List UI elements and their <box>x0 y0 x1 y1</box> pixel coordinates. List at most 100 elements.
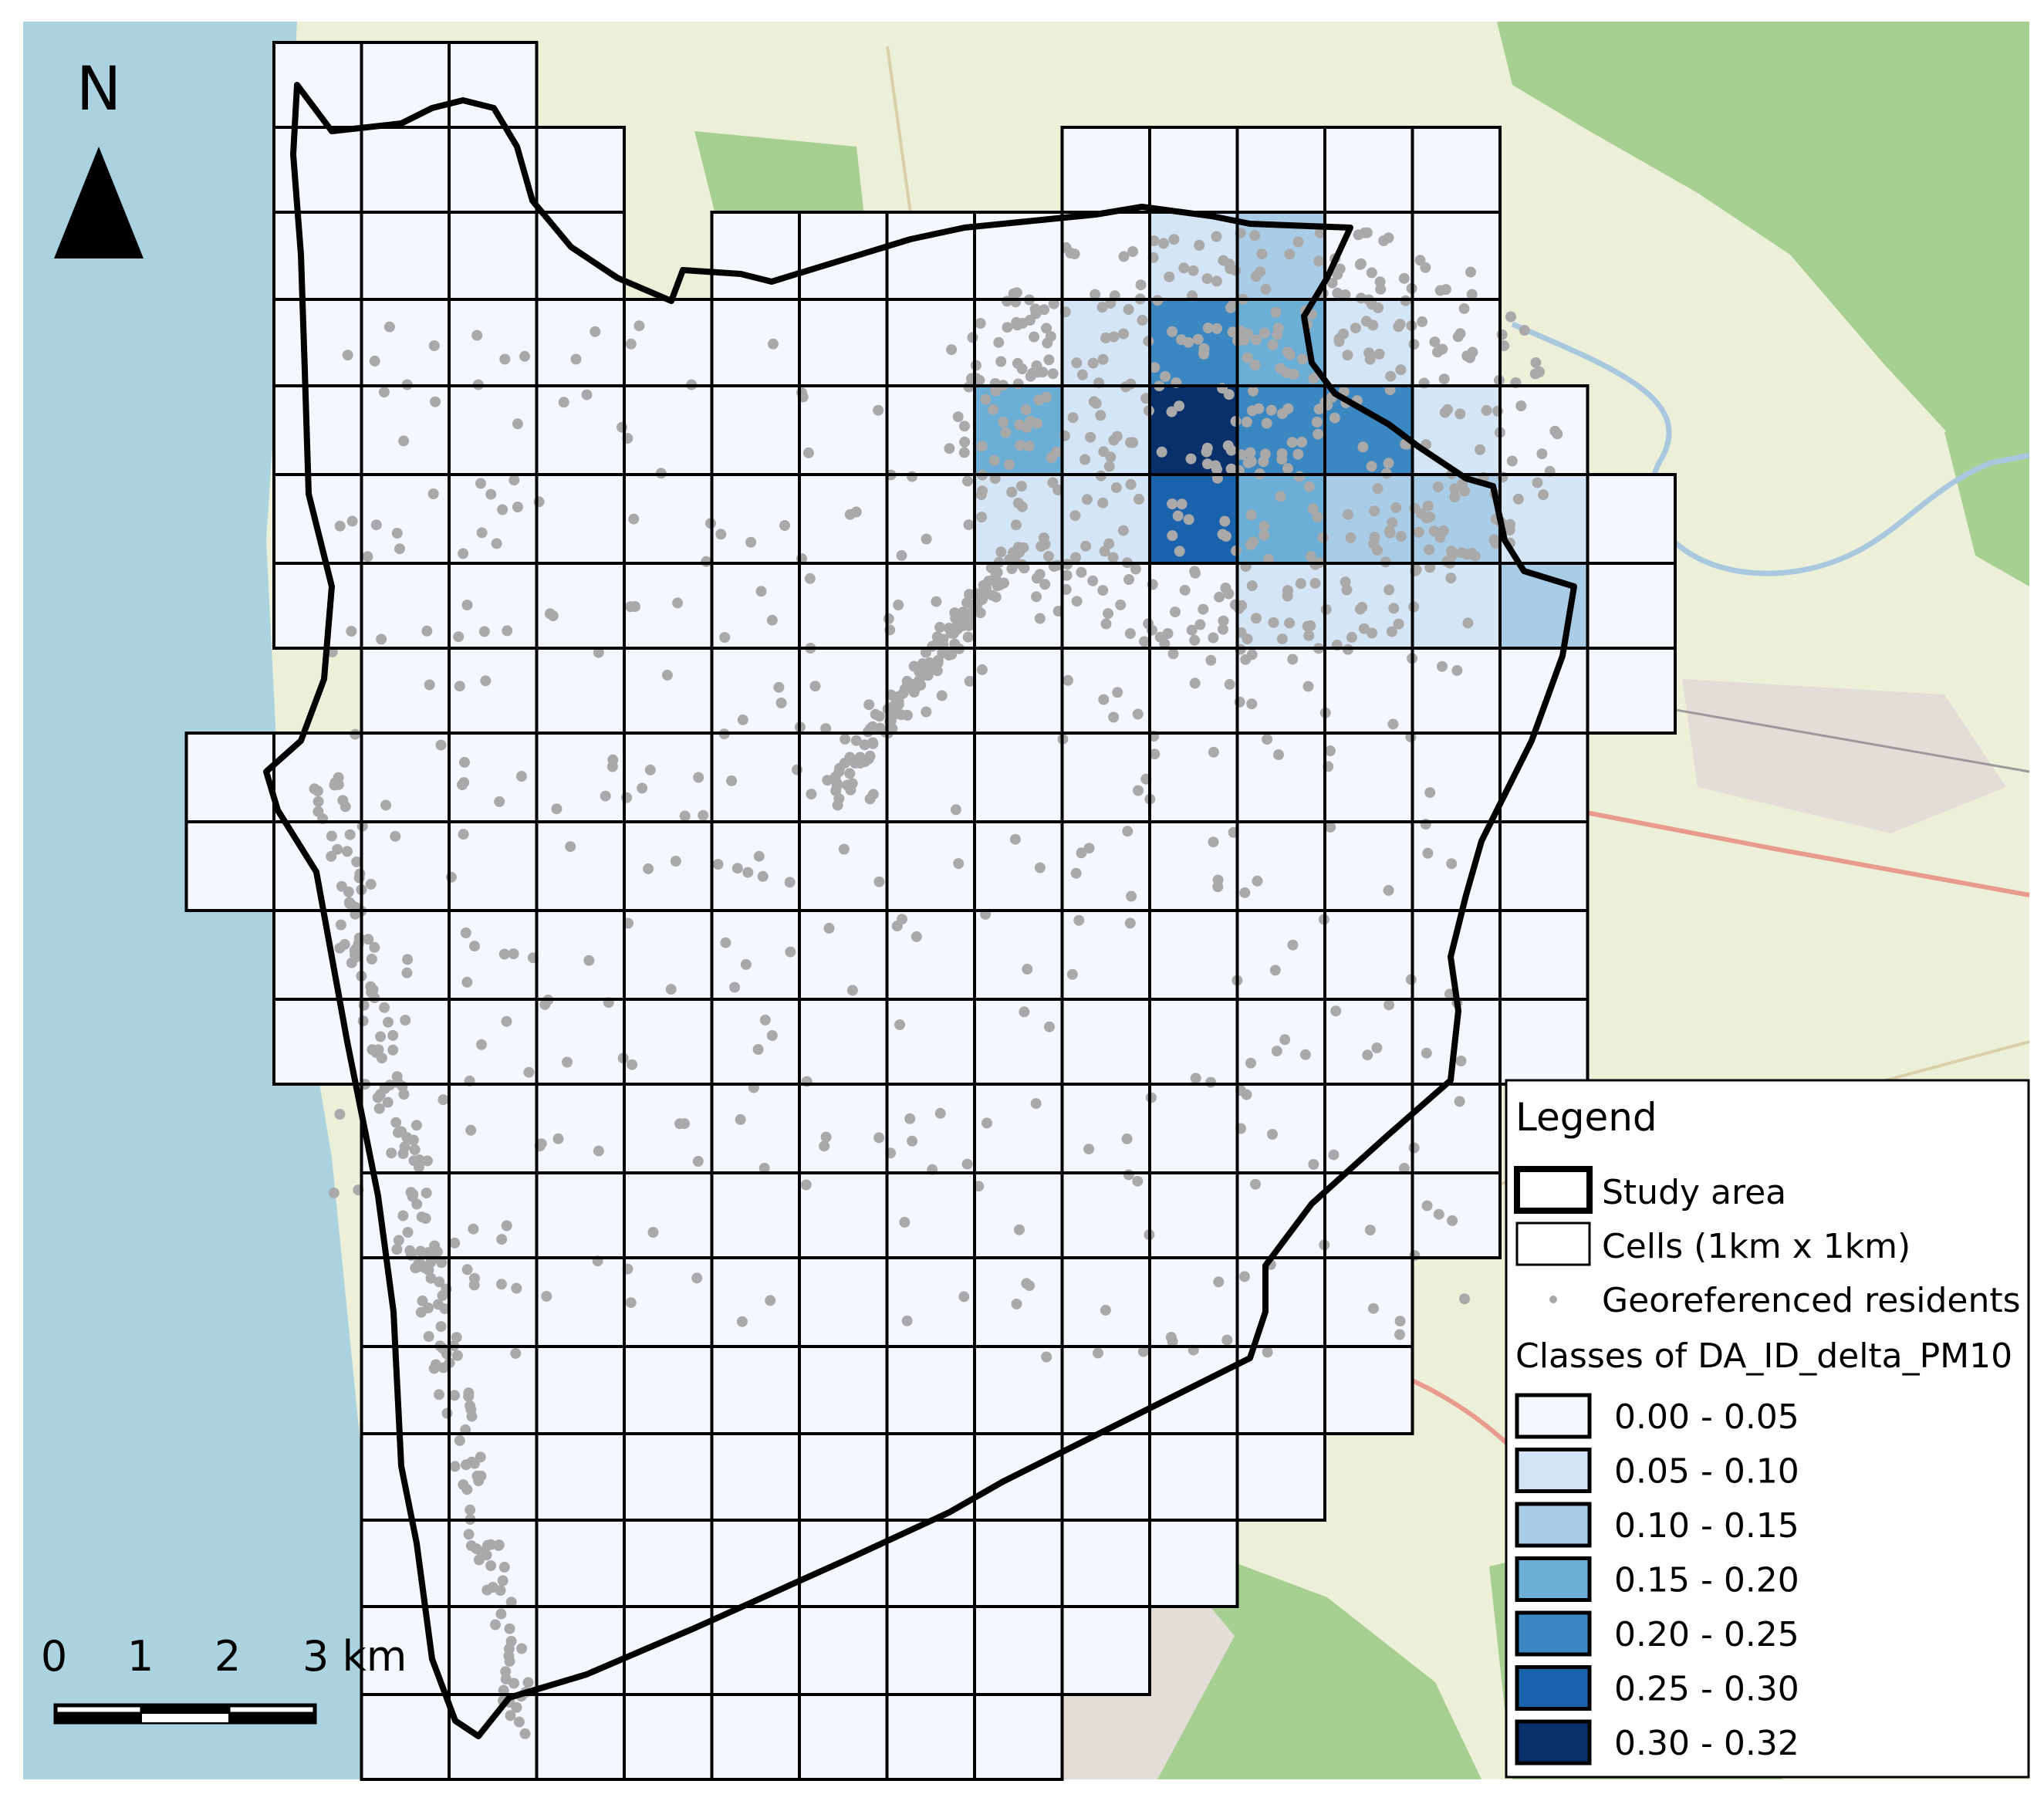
grid-cell <box>1325 911 1413 999</box>
resident-dot <box>1312 512 1323 523</box>
grid-cell <box>887 1347 975 1434</box>
grid-cell <box>361 999 449 1084</box>
resident-dot <box>1369 505 1380 517</box>
resident-dot <box>1449 483 1461 495</box>
resident-dot <box>1330 1005 1342 1017</box>
resident-dot <box>1067 412 1079 424</box>
resident-dot <box>1225 302 1236 313</box>
grid-cell <box>274 127 362 212</box>
resident-dot <box>1455 1056 1467 1066</box>
resident-dot <box>643 863 654 874</box>
resident-dot <box>1070 552 1081 563</box>
resident-dot <box>757 870 769 882</box>
resident-dot <box>1219 515 1231 527</box>
resident-dot <box>1208 836 1219 848</box>
grid-cell <box>536 733 624 822</box>
grid-cell <box>887 1084 975 1173</box>
resident-dot <box>1022 963 1033 975</box>
resident-dot <box>1157 238 1169 249</box>
resident-dot <box>1303 630 1315 641</box>
resident-dot <box>845 784 856 796</box>
resident-dot <box>672 597 684 609</box>
resident-dot <box>370 519 382 531</box>
study-area-layer <box>263 82 1577 1739</box>
resident-dot <box>1465 266 1476 278</box>
resident-dot <box>1178 262 1190 274</box>
grid-cell <box>1500 999 1588 1084</box>
grid-cell <box>624 1520 712 1607</box>
resident-dot <box>934 621 946 633</box>
resident-dot <box>1445 573 1457 584</box>
resident-dot <box>1098 446 1110 458</box>
resident-dot <box>691 1272 703 1284</box>
resident-dot <box>1281 367 1292 379</box>
resident-dot <box>441 1407 453 1419</box>
resident-dot <box>752 1044 764 1055</box>
resident-dot <box>378 387 390 398</box>
resident-dot <box>1504 524 1515 536</box>
resident-dot <box>1488 534 1500 546</box>
resident-dot <box>1287 654 1299 665</box>
resident-dot <box>806 789 817 800</box>
resident-dot <box>1076 369 1088 380</box>
grid-cell <box>449 1084 537 1173</box>
legend-cells-swatch <box>1515 1222 1591 1266</box>
grid-cell <box>711 212 799 299</box>
resident-dot <box>399 1141 410 1153</box>
resident-dot <box>904 1113 916 1124</box>
resident-dot <box>438 1094 449 1106</box>
resident-dot <box>1019 1006 1030 1018</box>
resident-dot <box>962 631 974 643</box>
resident-dot <box>451 1350 463 1361</box>
resident-dot <box>893 600 904 610</box>
resident-dot <box>1515 400 1527 411</box>
grid-cell <box>799 212 887 299</box>
resident-dot <box>508 1678 519 1689</box>
resident-dot <box>497 1575 508 1586</box>
grid-cell <box>1237 1258 1325 1347</box>
resident-dot <box>1294 471 1305 482</box>
resident-dot <box>1212 881 1224 893</box>
resident-dot <box>701 556 712 567</box>
resident-dot <box>405 1187 417 1198</box>
resident-dot <box>473 1475 485 1487</box>
resident-dot <box>1021 1278 1032 1289</box>
grid-cell <box>624 648 712 733</box>
resident-dot <box>1125 478 1137 490</box>
grid-cell <box>449 999 537 1084</box>
grid-cell <box>799 1434 887 1520</box>
resident-dot <box>451 1332 462 1343</box>
scale-label-3: 3 km <box>302 1632 407 1681</box>
resident-dot <box>1270 306 1282 318</box>
resident-dot <box>402 954 414 965</box>
resident-dot <box>976 664 988 675</box>
resident-dot <box>421 1155 433 1167</box>
resident-dot <box>1020 404 1032 415</box>
resident-dot <box>1093 1347 1103 1359</box>
resident-dot <box>428 340 440 351</box>
study-area-outline <box>263 82 1577 1739</box>
resident-dot <box>981 1117 992 1129</box>
scale-segment <box>56 1714 142 1722</box>
resident-dot <box>353 872 365 884</box>
resident-dot <box>375 1031 387 1042</box>
grid-cell <box>711 386 799 475</box>
legend-class-label: 0.05 - 0.10 <box>1614 1452 1799 1492</box>
resident-dot <box>1013 546 1025 557</box>
grid-cell <box>624 1434 712 1520</box>
resident-dot <box>1048 298 1059 309</box>
resident-dot <box>1214 591 1225 603</box>
resident-dot <box>755 586 767 597</box>
resident-dot <box>1512 493 1524 505</box>
resident-dot <box>1328 1149 1340 1161</box>
resident-dot <box>1117 525 1129 536</box>
resident-dot <box>1384 999 1395 1011</box>
resident-dot <box>1043 354 1055 366</box>
resident-dot <box>627 1059 638 1070</box>
resident-dot <box>1357 441 1369 453</box>
resident-dot <box>867 737 878 748</box>
resident-dot <box>975 489 987 501</box>
resident-dot <box>1421 1047 1432 1059</box>
resident-dot <box>1198 603 1209 615</box>
resident-dot <box>1087 575 1099 586</box>
